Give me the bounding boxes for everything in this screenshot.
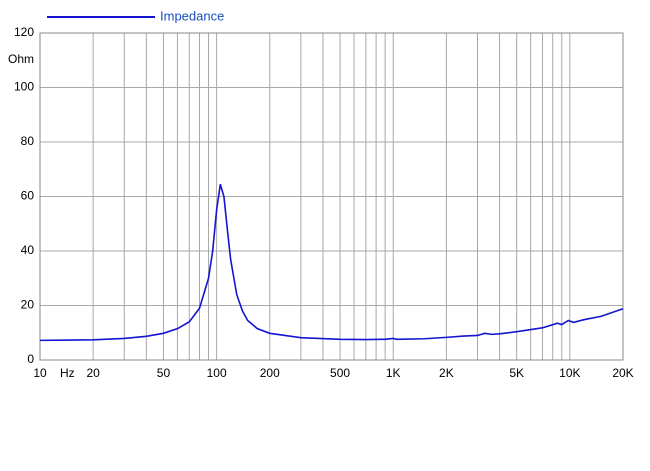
y-axis-label: Ohm — [8, 52, 34, 66]
x-tick-label: 10K — [559, 366, 580, 380]
x-tick-label: 100 — [207, 366, 227, 380]
y-tick-label: 120 — [14, 25, 34, 39]
x-tick-label: 50 — [157, 366, 171, 380]
y-tick-label: 80 — [21, 134, 35, 148]
x-axis-label: Hz — [60, 366, 75, 380]
legend-label: Impedance — [160, 8, 224, 23]
x-tick-label: 20K — [612, 366, 633, 380]
y-tick-label: 100 — [14, 80, 34, 94]
impedance-line — [39, 184, 624, 342]
x-tick-label: 20 — [86, 366, 100, 380]
x-tick-label: 1K — [386, 366, 401, 380]
x-tick-label: 2K — [439, 366, 454, 380]
y-tick-label: 40 — [21, 243, 35, 257]
x-tick-label: 200 — [260, 366, 280, 380]
y-tick-label: 0 — [27, 352, 34, 366]
x-tick-label: 500 — [330, 366, 350, 380]
plot-frame — [39, 32, 624, 361]
y-tick-label: 20 — [21, 298, 35, 312]
x-tick-label: 10 — [33, 366, 47, 380]
y-tick-label: 60 — [21, 189, 35, 203]
x-tick-label: 5K — [509, 366, 524, 380]
